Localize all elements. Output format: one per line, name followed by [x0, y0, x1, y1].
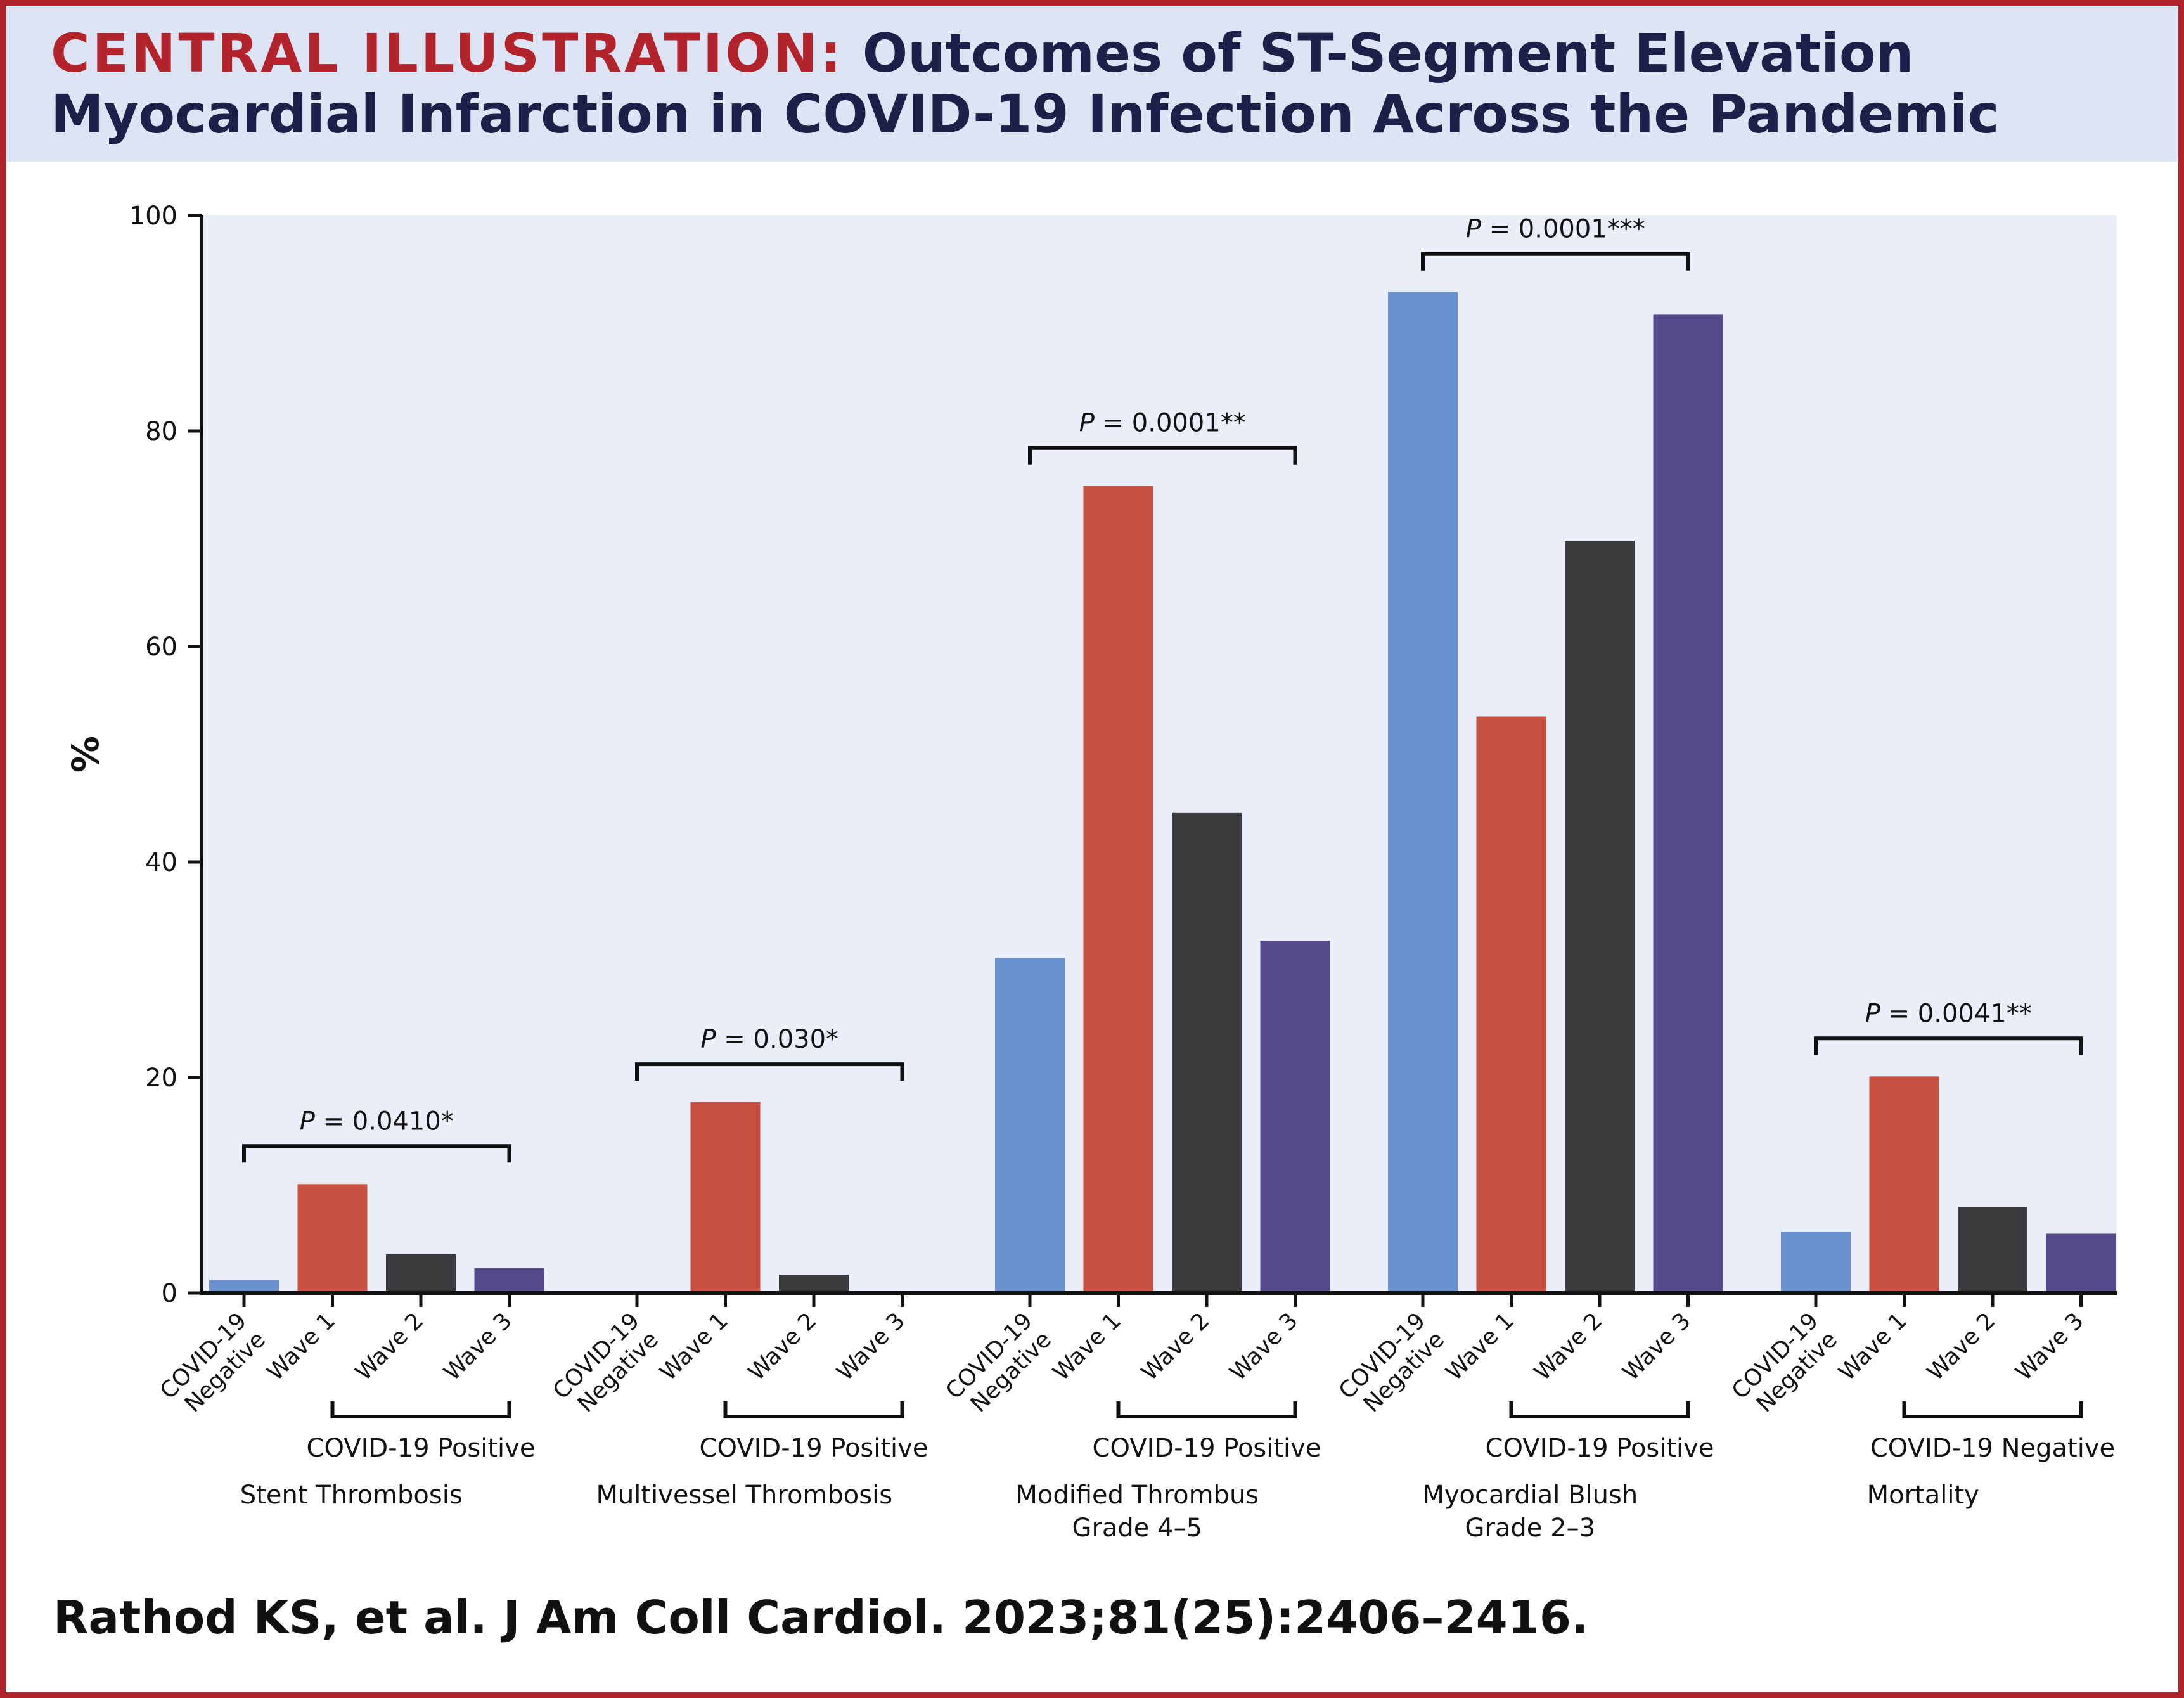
title-text: Outcomes of ST-Segment Elevation Myocard… [51, 22, 2000, 145]
outcome-label: Myocardial Blush Grade 2–3 [1422, 1481, 1638, 1543]
p-value-label: P = 0.0041** [1865, 999, 2032, 1028]
subgroup-bracket [1509, 1401, 1690, 1418]
x-tick-label: COVID-19Negative [1727, 1308, 1842, 1423]
x-tick-label: COVID-19Negative [155, 1308, 271, 1423]
group-labels: COVID-19 Positive Stent Thrombosis COVID-1… [240, 1401, 2115, 1543]
title-banner [6, 6, 2178, 162]
subgroup-label: COVID-19 Positive [1486, 1434, 1714, 1463]
y-tick-label: 20 [145, 1064, 177, 1093]
plot-background [202, 215, 2117, 1293]
bar [1388, 292, 1458, 1294]
y-tick-label: 0 [162, 1279, 177, 1308]
outcome-label: Mortality [1867, 1481, 1979, 1510]
subgroup-label: COVID-19 Negative [1870, 1434, 2115, 1463]
x-tick-label: COVID-19Negative [941, 1308, 1057, 1423]
outcome-label: Multivessel Thrombosis [596, 1481, 892, 1510]
p-value-label: P = 0.0001*** [1466, 215, 1645, 244]
p-value-bracket [1028, 446, 1297, 465]
x-tick-label: Wave 2 [350, 1308, 428, 1386]
p-value-annotations: P = 0.0410* P = 0.030* P = 0.0001** P = 0.0… [242, 215, 2083, 1163]
x-tick-label: Wave 2 [1529, 1308, 1607, 1386]
p-value-label: P = 0.0001** [1079, 409, 1246, 438]
subgroup-bracket [1902, 1401, 2083, 1418]
y-axis-ticks: 0 20 40 60 80 100 [129, 202, 202, 1308]
p-value-bracket [635, 1062, 904, 1081]
x-tick-label: Wave 1 [1048, 1308, 1126, 1386]
p-value-bracket [1421, 252, 1690, 271]
bar [1260, 941, 1330, 1293]
bar [386, 1254, 456, 1293]
subgroup-bracket [723, 1401, 904, 1418]
x-tick-label: Wave 2 [1136, 1308, 1214, 1386]
bar [995, 958, 1065, 1293]
subgroup-bracket [1116, 1401, 1297, 1418]
x-tick-label: Wave 1 [262, 1308, 340, 1386]
bar [690, 1102, 761, 1293]
y-tick-label: 80 [145, 417, 177, 446]
y-tick-label: 40 [145, 848, 177, 877]
y-tick-label: 100 [129, 202, 177, 231]
title-prefix: CENTRAL ILLUSTRATION: [51, 22, 844, 84]
x-tick-label: Wave 3 [2011, 1308, 2089, 1386]
figure-title: CENTRAL ILLUSTRATION: Outcomes of ST-Seg… [51, 23, 2142, 145]
bar [209, 1280, 279, 1293]
y-tick-label: 60 [145, 633, 177, 662]
bar [1565, 541, 1635, 1293]
bar [2046, 1233, 2116, 1293]
bar [1869, 1076, 1939, 1293]
x-tick-label: Wave 1 [1834, 1308, 1912, 1386]
x-tick-label: Wave 3 [1618, 1308, 1696, 1386]
x-tick-label: Wave 1 [1441, 1308, 1519, 1386]
x-tick-label: Wave 2 [743, 1308, 821, 1386]
x-tick-label: Wave 1 [655, 1308, 733, 1386]
bars [209, 292, 2116, 1294]
x-tick-label: Wave 2 [1922, 1308, 2000, 1386]
x-tick-label: Wave 3 [832, 1308, 910, 1386]
x-tick-label: COVID-19Negative [1334, 1308, 1449, 1423]
citation: Rathod KS, et al. J Am Coll Cardiol. 202… [53, 1591, 1589, 1644]
outcome-label: Modified Thrombus Grade 4–5 [1015, 1481, 1259, 1543]
p-value-bracket [242, 1144, 511, 1163]
bar [1476, 716, 1546, 1293]
p-value-label: P = 0.030* [700, 1025, 838, 1054]
x-tick-label: COVID-19Negative [548, 1308, 664, 1423]
subgroup-bracket [330, 1401, 511, 1418]
outcome-label: Stent Thrombosis [240, 1481, 463, 1510]
bar [1781, 1232, 1851, 1293]
bar [474, 1268, 544, 1293]
bar [779, 1275, 849, 1293]
bar [1172, 812, 1242, 1293]
bar [1083, 486, 1153, 1294]
x-tick-label: Wave 3 [439, 1308, 517, 1386]
y-axis-label: % [64, 736, 107, 773]
p-value-bracket [1814, 1036, 2083, 1055]
bar [1958, 1207, 2027, 1293]
bar [297, 1184, 368, 1293]
bar [1653, 314, 1723, 1293]
x-tick-label: Wave 3 [1225, 1308, 1303, 1386]
subgroup-label: COVID-19 Positive [700, 1434, 928, 1463]
subgroup-label: COVID-19 Positive [1093, 1434, 1321, 1463]
p-value-label: P = 0.0410* [300, 1107, 454, 1136]
subgroup-label: COVID-19 Positive [307, 1434, 536, 1463]
